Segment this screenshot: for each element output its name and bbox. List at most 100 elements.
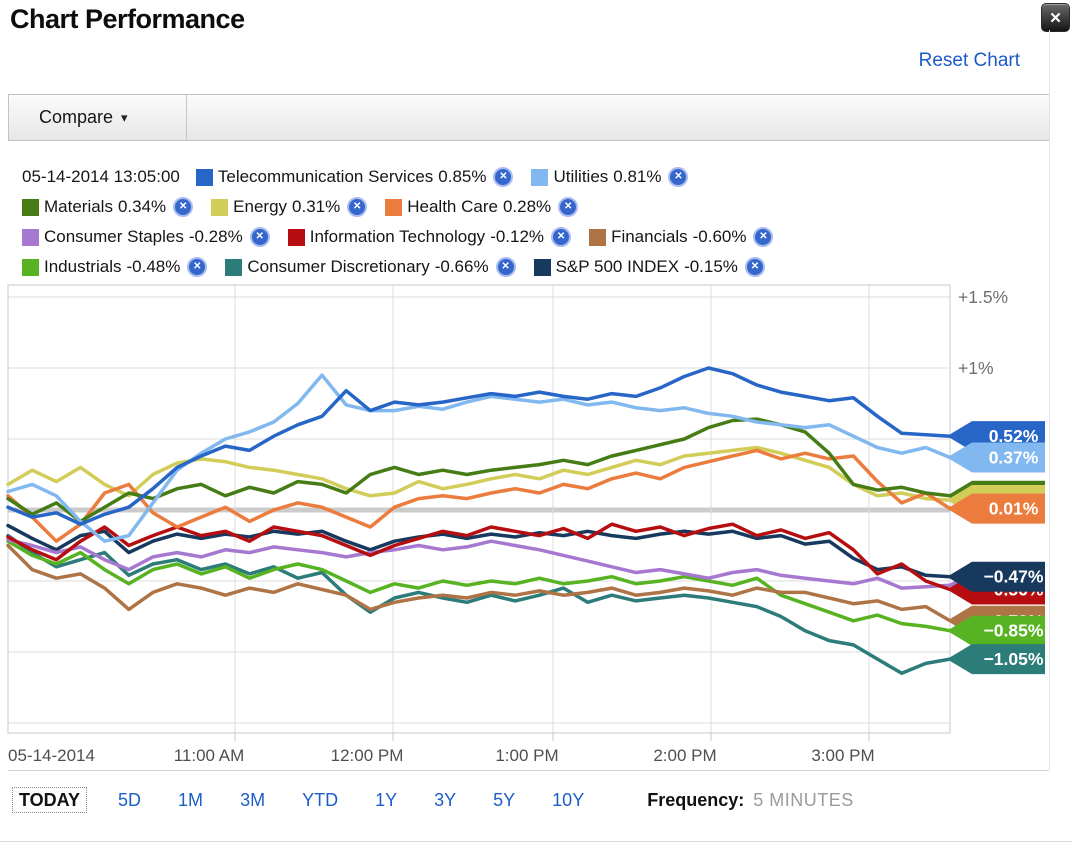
- value-tag-label: −1.05%: [984, 649, 1044, 669]
- series-line-industrials: [6, 539, 952, 633]
- series-name: Industrials: [44, 257, 122, 276]
- value-tag-sp500: [947, 561, 1045, 592]
- range-tab-5y[interactable]: 5Y: [493, 790, 516, 810]
- x-axis-label: 3:00 PM: [811, 746, 874, 765]
- close-icon: ✕: [1049, 9, 1062, 27]
- series-name: Health Care: [407, 197, 498, 216]
- reset-chart-link[interactable]: Reset Chart: [918, 50, 1020, 71]
- range-tab-ytd[interactable]: YTD: [302, 790, 339, 810]
- x-axis-label: 2:00 PM: [653, 746, 716, 765]
- series-line-telecommunication_services: [6, 366, 952, 526]
- value-tag-consumer_discretionary: [947, 644, 1045, 675]
- range-tab-today[interactable]: TODAY: [12, 787, 88, 813]
- value-tag-label: 0.01%: [989, 499, 1039, 519]
- x-axis-label: 11:00 AM: [174, 746, 245, 765]
- series-color-swatch: [589, 228, 607, 246]
- series-name: Financials: [611, 227, 688, 246]
- page-title: Chart Performance: [10, 4, 245, 34]
- series-line-information_technology: [6, 522, 952, 592]
- series-change-value: -0.12%: [490, 227, 545, 246]
- legend-item-utilities: Utilities 0.81% ✕: [531, 167, 689, 187]
- legend-item-financials: Financials -0.60% ✕: [589, 227, 774, 247]
- range-tab-5d[interactable]: 5D: [118, 790, 142, 810]
- range-tab-1m[interactable]: 1M: [178, 790, 204, 810]
- legend-item-energy: Energy 0.31% ✕: [211, 197, 368, 217]
- range-links: TODAY 5D 1M 3M YTD 1Y 3Y 5Y 10Y: [12, 787, 621, 813]
- series-name: Energy: [233, 197, 288, 216]
- series-line-consumer_discretionary: [6, 533, 952, 676]
- legend-row: Materials 0.34% ✕ Energy 0.31% ✕ Health Care 0.…: [22, 192, 1032, 222]
- series-change-value: -0.48%: [126, 257, 181, 276]
- series-change-value: 0.81%: [613, 167, 662, 186]
- value-tag-industrials: [947, 615, 1045, 646]
- close-button[interactable]: ✕: [1041, 3, 1070, 32]
- series-name: Information Technology: [309, 227, 486, 246]
- y-axis-label: +1.5%: [958, 287, 1008, 307]
- series-color-swatch: [22, 198, 39, 216]
- range-tab-1y[interactable]: 1Y: [375, 790, 398, 810]
- value-tag-label: −0.85%: [984, 621, 1044, 641]
- series-color-swatch: [211, 198, 229, 216]
- range-tab-10y[interactable]: 10Y: [552, 790, 585, 810]
- value-tag-label: 0.37%: [989, 447, 1039, 467]
- remove-series-icon[interactable]: ✕: [744, 257, 765, 277]
- remove-series-icon[interactable]: ✕: [495, 257, 516, 277]
- series-color-swatch: [225, 258, 243, 276]
- series-color-swatch: [22, 258, 39, 276]
- legend-item-consumer_staples: Consumer Staples -0.28% ✕: [22, 227, 270, 247]
- frequency-label: Frequency:: [647, 790, 745, 810]
- range-tab-3y[interactable]: 3Y: [434, 790, 457, 810]
- chart-legend: 05-14-2014 13:05:00 Telecommunication Ser…: [22, 162, 1032, 282]
- legend-item-industrials: Industrials -0.48% ✕: [22, 257, 208, 277]
- legend-timestamp: 05-14-2014 13:05:00: [22, 167, 180, 186]
- y-axis-label: +1%: [958, 358, 994, 378]
- legend-row: 05-14-2014 13:05:00 Telecommunication Ser…: [22, 162, 1032, 192]
- separator-line: [8, 770, 1049, 771]
- range-toolbar: TODAY 5D 1M 3M YTD 1Y 3Y 5Y 10Y Frequency: 5 MIN…: [12, 787, 1052, 813]
- series-color-swatch: [531, 168, 549, 186]
- x-axis-label: 12:00 PM: [331, 746, 404, 765]
- series-change-value: 0.28%: [502, 197, 552, 216]
- value-tag-health_care: [947, 493, 1045, 524]
- remove-series-icon[interactable]: ✕: [668, 167, 689, 187]
- series-line-consumer_staples: [6, 538, 952, 590]
- separator-line: [0, 841, 1072, 842]
- remove-series-icon[interactable]: ✕: [347, 197, 368, 217]
- series-line-utilities: [6, 373, 952, 543]
- value-tag-label: −0.47%: [984, 567, 1044, 587]
- remove-series-icon[interactable]: ✕: [551, 227, 572, 247]
- range-tab-3m[interactable]: 3M: [240, 790, 266, 810]
- compare-dropdown[interactable]: Compare ▾: [9, 95, 187, 140]
- legend-row: Consumer Staples -0.28% ✕ Information Techn…: [22, 222, 1032, 252]
- remove-series-icon[interactable]: ✕: [558, 197, 579, 217]
- series-change-value: 0.85%: [438, 167, 487, 186]
- compare-dropdown-label: Compare: [39, 107, 114, 127]
- series-name: Consumer Staples: [44, 227, 184, 246]
- series-line-sp500: [6, 523, 952, 579]
- series-name: Materials: [44, 197, 113, 216]
- series-name: Telecommunication Services: [217, 167, 434, 186]
- remove-series-icon[interactable]: ✕: [187, 257, 208, 277]
- series-color-swatch: [22, 228, 39, 246]
- value-tag-label: 0.52%: [989, 426, 1039, 446]
- legend-row: Industrials -0.48% ✕ Consumer Discretionary…: [22, 252, 1032, 282]
- remove-series-icon[interactable]: ✕: [493, 167, 514, 187]
- remove-series-icon[interactable]: ✕: [753, 227, 774, 247]
- series-line-materials: [6, 417, 952, 524]
- series-change-value: -0.28%: [188, 227, 243, 246]
- series-change-value: 0.34%: [117, 197, 167, 216]
- remove-series-icon[interactable]: ✕: [249, 227, 270, 247]
- value-tag-utilities: [947, 442, 1045, 473]
- legend-item-information_technology: Information Technology -0.12% ✕: [287, 227, 572, 247]
- remove-series-icon[interactable]: ✕: [173, 197, 194, 217]
- series-name: Utilities: [553, 167, 609, 186]
- legend-item-health_care: Health Care 0.28% ✕: [385, 197, 579, 217]
- legend-item-telecommunication_services: Telecommunication Services 0.85% ✕: [195, 167, 514, 187]
- series-name: S&P 500 INDEX: [555, 257, 680, 276]
- series-line-health_care: [6, 448, 952, 543]
- frequency-value: 5 MINUTES: [753, 790, 854, 810]
- legend-item-sp500: S&P 500 INDEX -0.15% ✕: [533, 257, 765, 277]
- series-change-value: -0.15%: [684, 257, 738, 276]
- series-change-value: -0.66%: [434, 257, 489, 276]
